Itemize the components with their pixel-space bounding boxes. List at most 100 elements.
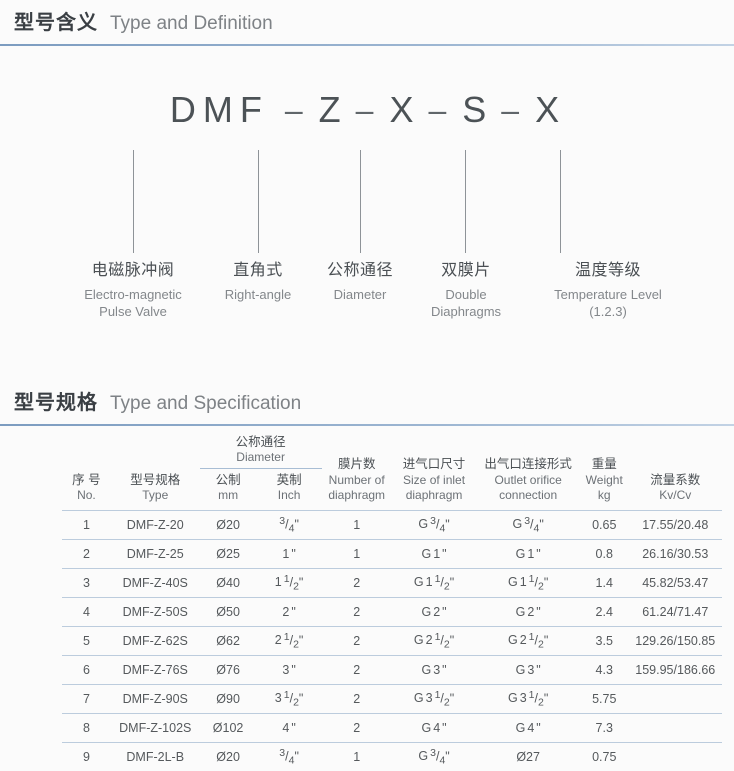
cell-inch: 3 1/2"	[256, 683, 322, 714]
cell-mm: Ø20	[199, 509, 257, 540]
legend-item-4-en-line1: Temperature Level	[554, 286, 662, 302]
legend-item-2-cn: 公称通径	[326, 262, 393, 279]
cell-kv-cv: 17.55/20.48	[628, 509, 722, 540]
cell-inch: 1 "	[256, 538, 322, 569]
code-separator-2: –	[428, 91, 447, 128]
table-row: 7 DMF-Z-90S Ø90 3 1/2" 2 G 3 1/2" G 3 1/2" 5.75	[62, 683, 722, 714]
cell-inlet: G 1 "	[391, 538, 477, 569]
cell-kv-cv	[628, 683, 722, 714]
cell-no: 4	[62, 596, 111, 627]
cell-no: 9	[62, 741, 111, 771]
th-inlet-en-line1: Size of inlet	[403, 472, 466, 487]
section-header-definition: 型号含义 Type and Definition	[0, 6, 734, 46]
cell-weight: 0.65	[579, 509, 629, 540]
th-inlet-cn: 进气口尺寸	[402, 457, 466, 472]
specification-header-rule	[0, 424, 734, 426]
specification-title-cn: 型号规格	[14, 392, 98, 414]
cell-type: DMF-Z-50S	[110, 596, 200, 627]
legend-item-1: 直角式 Right-angle	[203, 260, 313, 303]
th-outlet: 出气口连接形式 Outlet orifice connection	[476, 432, 580, 510]
cell-kv-cv	[628, 712, 722, 743]
cell-outlet: G 1 "	[476, 538, 580, 569]
cell-weight: 0.8	[579, 538, 629, 569]
specification-table: 序 号 No. 型号规格 Type 公称通径 Diameter 膜片数 Numb…	[62, 432, 722, 771]
legend-item-1-en-line1: Right-angle	[224, 286, 292, 302]
th-type-en: Type	[142, 488, 169, 503]
th-inch-cn: 英制	[276, 472, 302, 487]
th-outlet-cn: 出气口连接形式	[484, 457, 572, 472]
code-token-0: DMF	[169, 89, 269, 130]
cell-diaphragm: 2	[321, 712, 392, 743]
connector-line-0	[133, 150, 134, 253]
cell-outlet: Ø27	[476, 741, 580, 771]
cell-outlet: G 2 "	[476, 596, 580, 627]
cell-inlet: G 4 "	[391, 712, 477, 743]
cell-no: 2	[62, 538, 111, 569]
th-diameter-group: 公称通径 Diameter	[199, 432, 322, 469]
cell-diaphragm: 2	[321, 654, 392, 685]
th-weight-en: Weight	[585, 472, 623, 487]
legend-item-4: 温度等级 Temperature Level (1.2.3)	[528, 260, 688, 321]
cell-type: DMF-Z-40S	[110, 567, 200, 598]
cell-type: DMF-Z-90S	[110, 683, 200, 714]
connector-line-2	[360, 150, 361, 253]
code-separator-3: –	[501, 91, 520, 128]
th-type-cn: 型号规格	[130, 472, 181, 487]
cell-weight: 3.5	[579, 625, 629, 656]
table-row: 3 DMF-Z-40S Ø40 1 1/2" 2 G 1 1/2" G 1 1/2" 1.4 45.82/…	[62, 567, 722, 598]
cell-kv-cv: 26.16/30.53	[628, 538, 722, 569]
legend-item-0-en-line2: Pulse Valve	[99, 304, 167, 320]
cell-kv-cv: 61.24/71.47	[628, 596, 722, 627]
cell-inch: 2 "	[256, 596, 322, 627]
cell-inch: 3/4"	[256, 509, 322, 540]
table-header-row-sub: 公制 mm 英制 Inch	[62, 468, 722, 510]
cell-type: DMF-Z-25	[110, 538, 200, 569]
cell-kv-cv: 159.95/186.66	[628, 654, 722, 685]
cell-diaphragm: 2	[321, 567, 392, 598]
definition-title-en: Type and Definition	[110, 13, 273, 34]
legend-item-3: 双膜片 Double Diaphragms	[412, 260, 520, 321]
cell-no: 7	[62, 683, 111, 714]
cell-mm: Ø20	[199, 741, 257, 771]
th-diameter-group-cn: 公称通径	[235, 435, 286, 449]
legend-item-3-en-line1: Double	[445, 286, 487, 302]
cell-weight: 7.3	[579, 712, 629, 743]
th-weight-unit: kg	[597, 488, 611, 503]
cell-weight: 1.4	[579, 567, 629, 598]
cell-no: 1	[62, 509, 111, 540]
th-inch-en: Inch	[277, 488, 301, 503]
th-outlet-en-line2: connection	[499, 488, 558, 503]
definition-title-row: 型号含义 Type and Definition	[0, 6, 734, 40]
th-inch: 英制 Inch	[257, 468, 322, 510]
table-header-row-main: 序 号 No. 型号规格 Type 公称通径 Diameter 膜片数 Numb…	[62, 432, 722, 502]
specification-title-en: Type and Specification	[110, 393, 302, 414]
cell-kv-cv	[628, 741, 722, 771]
cell-diaphragm: 2	[321, 683, 392, 714]
legend-item-0: 电磁脉冲阀 Electro-magnetic Pulse Valve	[57, 260, 209, 321]
th-inlet-en-line2: diaphragm	[405, 488, 463, 503]
code-separator-0: –	[284, 91, 303, 128]
cell-kv-cv: 129.26/150.85	[628, 625, 722, 656]
cell-inlet: G 1 1/2"	[391, 567, 477, 598]
legend-item-3-en-line2: Diaphragms	[430, 304, 502, 320]
table-row: 1 DMF-Z-20 Ø20 3/4" 1 G 3/4" G 3/4" 0.65 17.55/20.…	[62, 509, 722, 540]
cell-type: DMF-2L-B	[110, 741, 200, 771]
connector-line-3	[465, 150, 466, 253]
cell-inch: 1 1/2"	[256, 567, 322, 598]
definition-header-rule	[0, 44, 734, 46]
th-weight: 重量 Weight kg	[580, 432, 629, 510]
specification-title-row: 型号规格 Type and Specification	[0, 386, 734, 420]
section-header-specification: 型号规格 Type and Specification	[0, 386, 734, 426]
connector-line-4	[560, 150, 561, 253]
table-row: 6 DMF-Z-76S Ø76 3 " 2 G 3 " G 3 " 4.3 159.95/186.66	[62, 654, 722, 685]
cell-inlet: G 2 "	[391, 596, 477, 627]
th-diameter-group-en: Diameter	[236, 450, 285, 465]
cell-diaphragm: 1	[321, 509, 392, 540]
cell-weight: 0.75	[579, 741, 629, 771]
connector-line-1	[258, 150, 259, 253]
cell-outlet: G 3 1/2"	[476, 683, 580, 714]
legend-item-1-cn: 直角式	[233, 262, 283, 279]
table-body: 1 DMF-Z-20 Ø20 3/4" 1 G 3/4" G 3/4" 0.65 17.55/20.…	[62, 509, 722, 771]
cell-inlet: G 3/4"	[391, 741, 477, 771]
table-row: 9 DMF-2L-B Ø20 3/4" 1 G 3/4" Ø27 0.75	[62, 741, 722, 771]
